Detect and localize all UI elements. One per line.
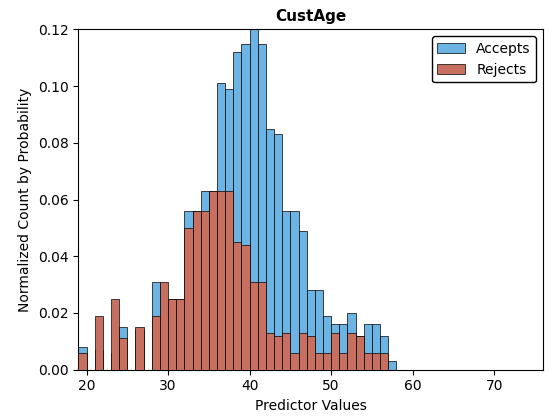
Bar [274, 336, 282, 370]
Bar [274, 134, 282, 370]
Bar [209, 191, 217, 370]
Bar [291, 211, 298, 370]
Bar [184, 211, 193, 370]
Bar [315, 353, 323, 370]
Bar [193, 211, 200, 370]
Bar [160, 316, 168, 370]
Bar [152, 282, 160, 370]
Bar [119, 339, 127, 370]
Bar [291, 353, 298, 370]
Bar [307, 336, 315, 370]
Bar [95, 316, 103, 370]
Y-axis label: Normalized Count by Probability: Normalized Count by Probability [18, 87, 32, 312]
Bar [250, 282, 258, 370]
Bar [356, 336, 364, 370]
Bar [168, 299, 176, 370]
Bar [258, 44, 266, 370]
Bar [209, 191, 217, 370]
Bar [298, 333, 307, 370]
Bar [152, 316, 160, 370]
Bar [282, 333, 291, 370]
Bar [234, 52, 241, 370]
Bar [323, 353, 331, 370]
Bar [380, 336, 388, 370]
Bar [331, 324, 339, 370]
Bar [323, 316, 331, 370]
Bar [364, 353, 372, 370]
Bar [372, 324, 380, 370]
Bar [307, 290, 315, 370]
Bar [119, 327, 127, 370]
Bar [266, 333, 274, 370]
Bar [348, 333, 356, 370]
Bar [225, 191, 234, 370]
Bar [315, 290, 323, 370]
Bar [348, 313, 356, 370]
Bar [200, 211, 209, 370]
Bar [364, 324, 372, 370]
Bar [176, 299, 184, 370]
Bar [111, 299, 119, 370]
Bar [184, 228, 193, 370]
Bar [282, 211, 291, 370]
Bar [241, 245, 250, 370]
Bar [298, 231, 307, 370]
Bar [331, 333, 339, 370]
Bar [234, 242, 241, 370]
Bar [111, 353, 119, 370]
Bar [241, 44, 250, 370]
Bar [339, 324, 348, 370]
Bar [388, 361, 396, 370]
Bar [356, 336, 364, 370]
Bar [160, 282, 168, 370]
Bar [193, 211, 200, 370]
Bar [78, 347, 87, 370]
Bar [217, 191, 225, 370]
Bar [217, 83, 225, 370]
X-axis label: Predictor Values: Predictor Values [255, 399, 367, 413]
Bar [266, 129, 274, 370]
Title: CustAge: CustAge [275, 9, 347, 24]
Legend: Accepts, Rejects: Accepts, Rejects [432, 37, 536, 82]
Bar [339, 353, 348, 370]
Bar [95, 350, 103, 370]
Bar [78, 353, 87, 370]
Bar [136, 330, 143, 370]
Bar [250, 29, 258, 370]
Bar [168, 299, 176, 370]
Bar [176, 299, 184, 370]
Bar [380, 353, 388, 370]
Bar [372, 353, 380, 370]
Bar [200, 191, 209, 370]
Bar [136, 327, 143, 370]
Bar [225, 89, 234, 370]
Bar [258, 282, 266, 370]
